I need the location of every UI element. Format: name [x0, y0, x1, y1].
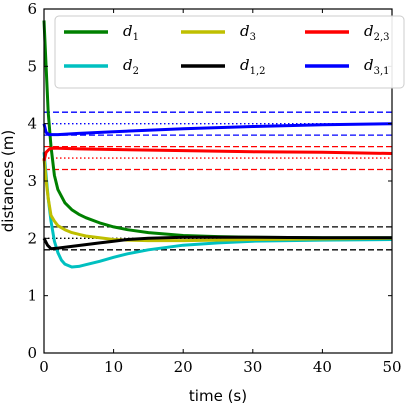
- y-tick-label: 6: [27, 0, 37, 18]
- y-tick-label: 1: [27, 287, 37, 305]
- legend-label: d2: [123, 56, 139, 77]
- legend-label: d1,2: [240, 56, 266, 77]
- legend-label: d3: [240, 22, 256, 43]
- legend-label: d2,3: [364, 22, 390, 43]
- legend-label: d1: [123, 22, 139, 43]
- y-axis-label: distances (m): [0, 130, 17, 232]
- x-tick-label: 0: [39, 358, 49, 376]
- y-tick-label: 2: [27, 229, 37, 247]
- y-tick-label: 5: [27, 57, 37, 75]
- x-axis-label: time (s): [189, 387, 247, 405]
- series-line-3: [42, 157, 393, 243]
- y-tick-label: 3: [27, 172, 37, 190]
- legend: d1 d2 d3 d1,2 d2,3 d3,1: [54, 15, 405, 89]
- y-tick-label: 0: [27, 344, 37, 362]
- series-line-2-3: [42, 146, 393, 162]
- x-tick-label: 50: [382, 358, 401, 376]
- legend-label: d3,1: [364, 56, 390, 77]
- series-line-1-2: [42, 235, 392, 251]
- x-tick-label: 10: [104, 358, 123, 376]
- y-tick-label: 4: [27, 115, 37, 133]
- series-line-2: [42, 152, 393, 269]
- x-axis-ticks: 0 10 20 30 40 50: [39, 9, 402, 376]
- y-axis-ticks: 0 1 2 3 4 5 6: [27, 0, 392, 362]
- legend-box: [54, 15, 405, 89]
- reference-lines: [44, 111, 392, 251]
- x-tick-label: 30: [243, 358, 262, 376]
- x-tick-label: 40: [313, 358, 332, 376]
- series-line-3-1: [42, 122, 393, 137]
- series-lines: [42, 20, 393, 269]
- x-tick-label: 20: [174, 358, 193, 376]
